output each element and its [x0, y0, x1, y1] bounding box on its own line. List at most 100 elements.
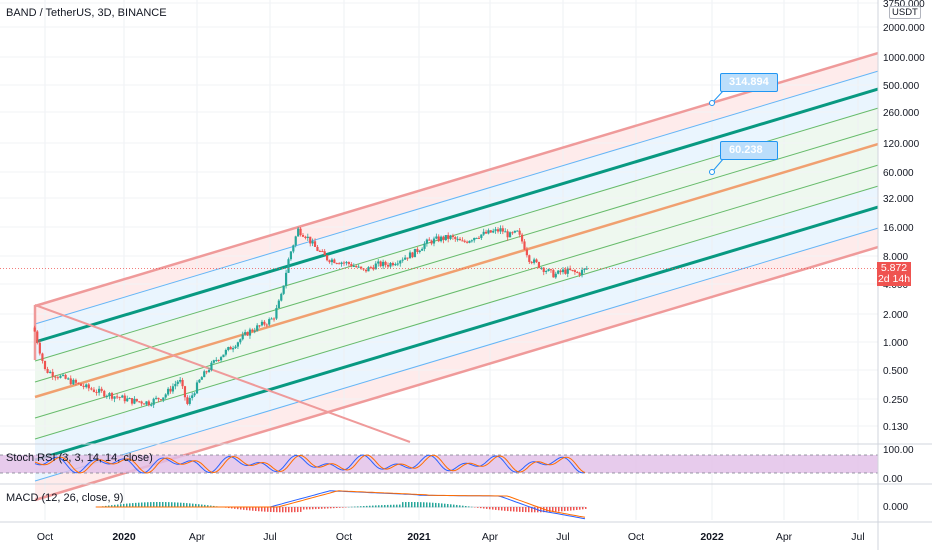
candle-body [545, 271, 548, 273]
candle-body [56, 377, 59, 379]
currency-label[interactable]: USDT [889, 6, 921, 19]
macd-histogram-bar [342, 507, 344, 508]
channel-line [34, 185, 879, 440]
channel-line [34, 128, 879, 383]
candle-body [186, 397, 189, 404]
candle-body [473, 237, 476, 241]
stoch-rsi-label[interactable]: Stoch RSI (3, 3, 14, 14, close) [6, 452, 153, 464]
candle-body [494, 229, 497, 231]
macd-histogram-bar [315, 507, 317, 510]
candle-body [564, 269, 567, 274]
candle-body [489, 230, 492, 233]
macd-histogram-bar [450, 504, 452, 508]
macd-histogram-bar [183, 502, 185, 508]
candle-body [321, 251, 324, 253]
macd-histogram-bar [468, 506, 470, 508]
channel-line [34, 51, 879, 308]
channel-band [35, 89, 878, 361]
macd-histogram-bar [354, 506, 356, 508]
macd-histogram-bar [477, 507, 479, 508]
macd-histogram-bar [150, 502, 152, 508]
candle-body [458, 238, 462, 241]
macd-histogram-bar [171, 502, 173, 508]
macd-histogram-bar [489, 507, 491, 510]
macd-histogram-bar [399, 504, 401, 508]
candle-body [203, 371, 206, 378]
candle-body [386, 264, 390, 267]
macd-histogram-bar [432, 502, 434, 508]
candle-body [520, 234, 524, 242]
candle-body [195, 382, 199, 394]
candle-body [399, 260, 402, 264]
candle-body [275, 307, 278, 319]
candle-body [171, 386, 175, 392]
candle-body [82, 385, 85, 388]
pitchfork-diagonal [34, 304, 411, 443]
candle-body [528, 255, 531, 262]
candle-body [210, 362, 213, 370]
macd-histogram-bar [534, 507, 536, 513]
macd-label[interactable]: MACD (12, 26, close, 9) [6, 492, 124, 504]
price-callout-upper[interactable]: 314.894 [720, 73, 778, 92]
candle-body [504, 231, 507, 233]
macd-histogram-bar [285, 507, 287, 513]
macd-histogram-bar [276, 507, 278, 513]
macd-histogram-bar [339, 507, 341, 508]
macd-histogram-bar [243, 507, 245, 510]
x-tick-label: Oct [628, 531, 644, 543]
candle-body [501, 228, 504, 232]
candle-body [77, 382, 80, 384]
candle-body [61, 374, 65, 376]
candle-body [391, 263, 395, 266]
candle-body [525, 249, 529, 256]
channel-line [34, 205, 879, 462]
macd-histogram-bar [372, 505, 374, 508]
candle-body [38, 342, 41, 354]
candle-body [439, 236, 443, 242]
candle-body [304, 236, 307, 238]
time-axis[interactable]: Oct 2020 Apr Jul Oct 2021 Apr Jul Oct 2022 Apr Jul [37, 531, 865, 543]
macd-histogram-bar [579, 507, 581, 510]
candle-body [253, 330, 256, 332]
macd-histogram-bar [153, 502, 155, 508]
macd-histogram-bar [411, 502, 413, 508]
y-tick-label: 3750.000 [883, 0, 925, 10]
candle-body [362, 268, 365, 270]
y-tick-label: 260.000 [883, 108, 920, 119]
price-callout-median[interactable]: 60.238 [720, 141, 778, 160]
macd-histogram-bar [438, 503, 440, 508]
chart-title: BAND / TetherUS, 3D, BINANCE [6, 7, 167, 19]
candle-body [477, 237, 481, 239]
candle-body [518, 230, 521, 235]
candle-body [372, 267, 375, 270]
macd-histogram-bar [312, 507, 314, 510]
y-tick-label: 120.000 [883, 139, 920, 150]
macd-histogram-bar [252, 507, 254, 511]
macd-histogram-bar [462, 505, 464, 508]
price-axis[interactable]: 3750.000 2000.000 1000.000 500.000 260.000 12… [877, 0, 925, 550]
candle-body [535, 259, 538, 263]
channel-band [35, 71, 878, 342]
macd-signal-line [96, 490, 586, 518]
indicator-tick-label: 100.00 [883, 445, 914, 456]
candle-body [54, 376, 57, 378]
candle-body [583, 268, 586, 270]
macd-histogram-bar [507, 507, 509, 512]
macd-histogram-bar [288, 507, 290, 513]
macd-histogram-bar [444, 503, 446, 508]
macd-histogram-bar [291, 507, 293, 513]
candle-body [530, 261, 533, 263]
candle-body [367, 267, 370, 272]
candle-body [51, 371, 54, 377]
x-tick-label: Apr [189, 531, 206, 543]
candle-body [411, 252, 414, 258]
channel-band [35, 144, 878, 418]
macd-histogram-bar [198, 504, 200, 508]
candle-body [188, 398, 191, 404]
candle-body [263, 321, 266, 325]
last-price-tag: 5.872 2d 14h [877, 262, 911, 286]
x-tick-label: 2022 [700, 531, 724, 543]
candle-body [537, 262, 541, 268]
candle-body [408, 252, 412, 259]
